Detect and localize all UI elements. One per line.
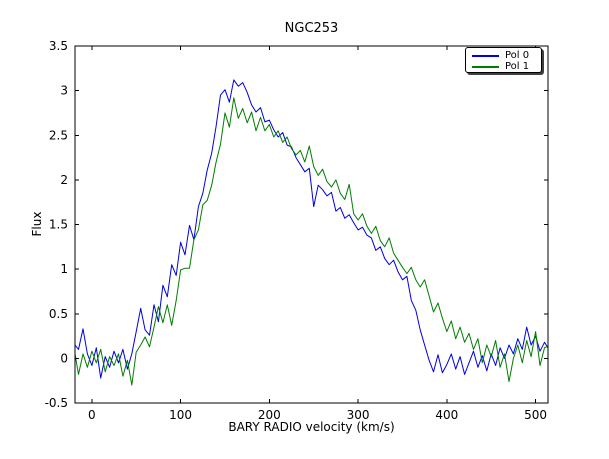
- x-tick-label: 300: [347, 408, 370, 422]
- y-tick-label: 3: [60, 84, 68, 98]
- x-tick-label: 100: [169, 408, 192, 422]
- legend-entry-pol1: Pol 1: [472, 61, 537, 72]
- x-tick-label: 200: [258, 408, 281, 422]
- x-axis-label: BARY RADIO velocity (km/s): [228, 420, 395, 434]
- y-tick-label: 1: [60, 262, 68, 276]
- legend-line-pol0-icon: [472, 54, 499, 57]
- series-line-pol-0: [75, 79, 548, 379]
- y-tick-label: 1.5: [49, 218, 68, 232]
- y-tick-label: 3.5: [49, 39, 68, 53]
- x-tick-label: 0: [88, 408, 96, 422]
- x-tick-label: 500: [524, 408, 547, 422]
- y-axis-label: Flux: [30, 211, 44, 237]
- y-tick-label: 2.5: [49, 128, 68, 142]
- series-line-pol-1: [75, 97, 548, 386]
- legend: Pol 0 Pol 1: [465, 47, 542, 73]
- legend-entry-pol0: Pol 0: [472, 50, 537, 61]
- y-tick-label: 2: [60, 173, 68, 187]
- y-tick-label: -0.5: [45, 396, 68, 410]
- plot-title: NGC253: [284, 21, 339, 36]
- x-tick-label: 400: [435, 408, 458, 422]
- legend-label-pol1: Pol 1: [505, 61, 530, 72]
- axes-frame: [74, 45, 549, 404]
- y-tick-label: 0.5: [49, 307, 68, 321]
- legend-label-pol0: Pol 0: [505, 50, 530, 61]
- y-tick-label: 0: [60, 351, 68, 365]
- legend-line-pol1-icon: [472, 65, 499, 68]
